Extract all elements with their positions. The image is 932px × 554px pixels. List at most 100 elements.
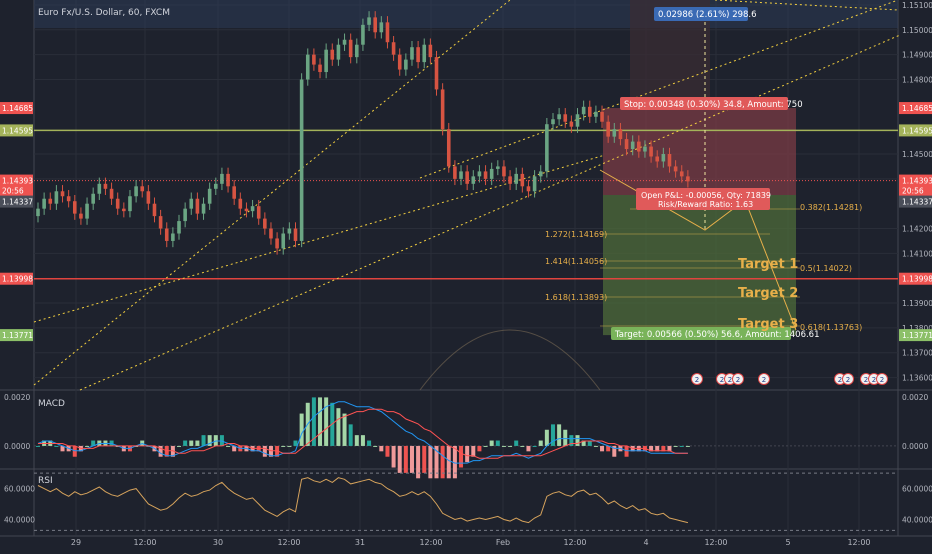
event-badge-count: 2 xyxy=(728,376,732,384)
candle-body xyxy=(152,203,157,217)
macd-histogram-bar xyxy=(281,445,286,447)
macd-histogram-bar xyxy=(600,445,605,452)
macd-histogram-bar xyxy=(299,413,304,446)
macd-histogram-bar xyxy=(649,445,654,452)
price-tick-label: 1.13900 xyxy=(902,299,932,308)
price-tag-left-label: 1.14337 xyxy=(2,198,33,207)
cycle-arc xyxy=(419,329,601,391)
macd-histogram-bar xyxy=(428,445,433,479)
target2-label: Target 2 xyxy=(738,286,798,301)
candle-body xyxy=(434,57,439,90)
price-tag-label: 1.14337 xyxy=(902,198,932,207)
macd-histogram-bar xyxy=(508,445,513,447)
macd-histogram-bar xyxy=(550,424,555,446)
candle-body xyxy=(367,17,371,25)
macd-tick-label-left: 0.0020 xyxy=(4,393,30,402)
candle-body xyxy=(404,59,408,70)
trend-line xyxy=(33,0,511,386)
candle-body xyxy=(471,176,476,184)
macd-histogram-bar xyxy=(409,445,414,473)
candle-body xyxy=(502,166,506,177)
measure-zone xyxy=(34,0,898,28)
candle-body xyxy=(514,173,519,184)
candle-body xyxy=(483,171,488,179)
macd-histogram-bar xyxy=(195,440,200,446)
macd-histogram-bar xyxy=(489,440,494,446)
macd-histogram-bar xyxy=(446,445,451,479)
event-badge-count: 2 xyxy=(838,376,842,384)
macd-histogram-bar xyxy=(544,429,549,446)
macd-histogram-bar xyxy=(287,445,292,447)
macd-histogram-bar xyxy=(606,445,611,452)
measure-label: 0.02986 (2.61%) 298.6 xyxy=(658,10,757,20)
candle-body xyxy=(453,166,457,179)
price-tag-label: 1.14595 xyxy=(902,126,932,135)
candle-body xyxy=(551,119,555,125)
price-tag-left-label: 1.13771 xyxy=(2,331,33,340)
candle-body xyxy=(213,183,218,189)
candle-body xyxy=(563,114,568,122)
chart-title: Euro Fx/U.S. Dollar, 60, FXCM xyxy=(38,8,170,18)
event-badge xyxy=(842,373,854,385)
candle-body xyxy=(489,168,494,179)
candle-body xyxy=(201,203,206,214)
price-tag-left xyxy=(0,174,33,187)
candle-body xyxy=(397,54,402,70)
candle-body xyxy=(232,186,236,199)
macd-histogram-bar xyxy=(262,445,267,457)
trend-line xyxy=(714,0,899,11)
price-tag-label: 1.14685 xyxy=(902,104,932,113)
stop-box xyxy=(620,97,788,110)
candle-body xyxy=(655,156,660,162)
candle-body xyxy=(545,124,549,172)
candle-body xyxy=(134,186,138,197)
macd-histogram-bar xyxy=(391,445,396,468)
macd-histogram-bar xyxy=(91,440,96,446)
measure-box xyxy=(654,7,748,21)
candle-body xyxy=(293,228,298,241)
macd-histogram-bar xyxy=(538,440,543,446)
candle-body xyxy=(569,121,574,127)
macd-histogram-bar xyxy=(673,445,678,447)
candle-body xyxy=(581,106,586,115)
macd-histogram-bar xyxy=(85,445,90,447)
rsi-pane xyxy=(34,472,898,531)
macd-histogram-bar xyxy=(36,445,40,447)
macd-histogram-bar xyxy=(661,445,666,452)
candle-body xyxy=(79,213,83,219)
macd-histogram-bar xyxy=(483,445,488,447)
macd-histogram-bar xyxy=(440,445,445,479)
macd-histogram-bar xyxy=(385,445,390,457)
macd-histogram-bar xyxy=(495,440,500,446)
candle-body xyxy=(244,208,249,212)
candle-body xyxy=(207,188,212,204)
candle-body xyxy=(496,166,500,169)
target-box xyxy=(611,327,791,340)
candle-body xyxy=(226,173,230,187)
time-tick-label: 12:00 xyxy=(704,538,727,547)
trend-line xyxy=(79,34,901,391)
candle-body xyxy=(379,22,384,33)
macd-histogram-bar xyxy=(563,429,568,446)
macd-line xyxy=(37,401,688,464)
macd-histogram-bar xyxy=(318,397,323,446)
candle-body xyxy=(287,228,292,234)
candle-body xyxy=(305,54,310,80)
price-tag-left-label: 1.14595 xyxy=(2,126,33,135)
pnl-box xyxy=(636,188,770,210)
candle-body xyxy=(520,173,525,187)
time-tick-label: 5 xyxy=(785,538,790,547)
candle-body xyxy=(686,176,690,182)
price-tag xyxy=(899,124,932,137)
candle-body xyxy=(269,228,273,239)
price-tag-label: 1.13998 xyxy=(902,275,932,284)
macd-histogram-bar xyxy=(526,445,531,452)
rsi-tick-label: 60.0000 xyxy=(902,485,932,494)
macd-pane xyxy=(34,397,898,479)
macd-histogram-bar xyxy=(158,445,163,457)
macd-label: MACD xyxy=(38,399,65,409)
